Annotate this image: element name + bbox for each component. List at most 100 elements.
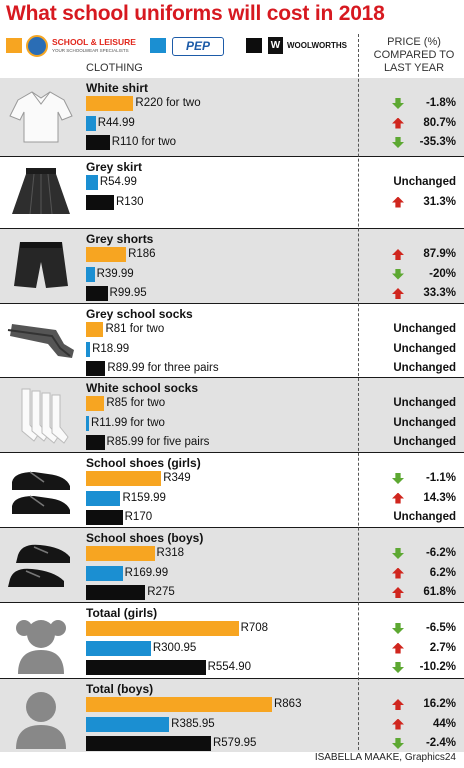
price-change-school-leisure: -1.8%	[426, 97, 456, 109]
school-leisure-name: SCHOOL & LEISURE	[52, 37, 136, 47]
bar-value-label: R579.95	[212, 737, 257, 749]
woolworths-logo: W WOOLWORTHS	[268, 34, 358, 58]
bar-woolworths	[86, 660, 206, 675]
bar-school-leisure	[86, 247, 127, 262]
price-change-value: -6.2%	[425, 547, 456, 559]
item-title: Grey skirt	[86, 160, 143, 174]
bar-school-leisure	[86, 322, 104, 337]
bar-value-label: R85.99 for five pairs	[106, 436, 210, 448]
bar-woolworths	[86, 286, 108, 301]
price-change-value: Unchanged	[393, 362, 456, 374]
bar-value-label: R18.99	[92, 342, 130, 355]
item-title: School shoes (boys)	[86, 531, 204, 545]
price-change-value: -6.5%	[425, 622, 456, 634]
boy-avatar-icon	[4, 685, 78, 754]
school-leisure-logo: SCHOOL & LEISURE YOUR SCHOOLWEAR SPECIAL…	[26, 34, 136, 58]
item-row-grey-skirt: Grey skirt R54.99 Unchanged R130 31.3%	[0, 156, 464, 228]
price-header-line-2: COMPARED TO	[373, 49, 455, 61]
price-change-value: 33.3%	[423, 287, 456, 299]
price-change-school-leisure: -1.1%	[426, 472, 456, 484]
girls-shoes-icon	[4, 460, 78, 525]
price-change-value: Unchanged	[393, 416, 456, 429]
price-change-value: -10.2%	[419, 661, 456, 673]
price-change-woolworths: 31.3%	[423, 196, 456, 208]
bar-pep	[86, 266, 95, 282]
shirt-icon	[4, 86, 78, 151]
bar-value-label: R54.99	[99, 176, 137, 188]
bar-value-label: R11.99 for two	[91, 416, 165, 429]
price-change-pep: 44%	[433, 718, 456, 730]
price-change-woolworths: -2.4%	[426, 737, 456, 749]
legend-swatch-woolworths	[246, 38, 262, 53]
price-change-woolworths: Unchanged	[393, 362, 456, 374]
bar-woolworths	[86, 510, 123, 525]
bar-value-label: R385.95	[171, 717, 215, 730]
item-title: Grey school socks	[86, 307, 193, 321]
woolworths-w-icon: W	[268, 37, 283, 54]
arrow-up-icon	[392, 718, 404, 730]
arrow-down-icon	[392, 98, 404, 109]
bar-value-label: R81 for two	[105, 323, 165, 335]
price-change-value: 31.3%	[423, 195, 456, 208]
price-change-value: -1.1%	[425, 472, 456, 484]
bar-school-leisure	[86, 697, 272, 712]
arrow-up-icon	[392, 642, 404, 654]
price-change-school-leisure: Unchanged	[393, 323, 456, 335]
price-header-line-3: LAST YEAR	[383, 62, 445, 74]
pep-logo: PEP	[172, 37, 224, 56]
bar-value-label: R44.99	[97, 116, 135, 129]
price-change-pep: 6.2%	[430, 567, 456, 579]
bar-value-label: R170	[124, 511, 153, 523]
price-change-value: Unchanged	[393, 511, 456, 523]
price-change-woolworths: Unchanged	[393, 511, 456, 523]
bar-value-label: R863	[273, 698, 302, 710]
shorts-icon	[4, 236, 78, 299]
pep-name: PEP	[185, 39, 210, 53]
bar-pep	[86, 565, 123, 581]
bar-woolworths	[86, 435, 105, 450]
item-title: White shirt	[86, 81, 148, 95]
price-change-value: 14.3%	[423, 491, 456, 504]
bar-school-leisure	[86, 471, 162, 486]
grey-socks-icon	[4, 310, 78, 373]
arrow-down-icon	[392, 268, 404, 280]
bar-value-label: R110 for two	[111, 136, 177, 148]
price-change-value: -2.4%	[425, 737, 456, 749]
bar-woolworths	[86, 135, 110, 150]
price-change-pep: Unchanged	[393, 343, 456, 355]
price-change-value: 87.9%	[423, 248, 456, 260]
price-change-value: -1.8%	[425, 97, 456, 109]
price-change-pep: -20%	[429, 268, 456, 280]
item-title: Total (boys)	[86, 682, 154, 696]
item-row-school-shoes-girls: School shoes (girls) R349 -1.1% R159.99 14.3…	[0, 452, 464, 527]
bar-value-label: R85 for two	[106, 397, 166, 409]
price-change-header: PRICE (%) COMPARED TO LAST YEAR	[364, 36, 464, 75]
bar-value-label: R39.99	[96, 267, 134, 280]
bar-value-label: R349	[163, 472, 191, 484]
bar-value-label: R159.99	[122, 491, 166, 504]
bar-pep	[86, 341, 91, 357]
column-divider	[358, 34, 359, 750]
bar-value-label: R99.95	[109, 287, 147, 299]
bar-school-leisure	[86, 546, 155, 561]
price-change-value: Unchanged	[393, 176, 456, 188]
price-change-value: -35.3%	[419, 136, 456, 148]
item-row-totaal-girls: Totaal (girls) R708 -6.5% R300.95 2.7% R554.9…	[0, 602, 464, 678]
price-change-value: 6.2%	[429, 566, 456, 579]
white-socks-icon	[4, 385, 78, 450]
item-row-white-school-socks: White school socks R85 for two Unchanged R1…	[0, 377, 464, 452]
legend-swatch-school-leisure	[6, 38, 22, 53]
bar-pep	[86, 415, 89, 431]
arrow-down-icon	[392, 473, 404, 484]
price-change-school-leisure: 87.9%	[423, 248, 456, 260]
item-row-white-shirt: White shirt R220 for two -1.8% R44.99 80.7% R…	[0, 78, 464, 156]
price-change-woolworths: Unchanged	[393, 436, 456, 448]
price-change-value: Unchanged	[393, 342, 456, 355]
price-change-value: Unchanged	[393, 436, 456, 448]
arrow-down-icon	[392, 738, 404, 749]
price-change-school-leisure: -6.5%	[426, 622, 456, 634]
arrow-up-icon	[392, 567, 404, 579]
bar-pep	[86, 115, 96, 131]
price-change-value: Unchanged	[393, 323, 456, 335]
bar-pep	[86, 175, 98, 190]
